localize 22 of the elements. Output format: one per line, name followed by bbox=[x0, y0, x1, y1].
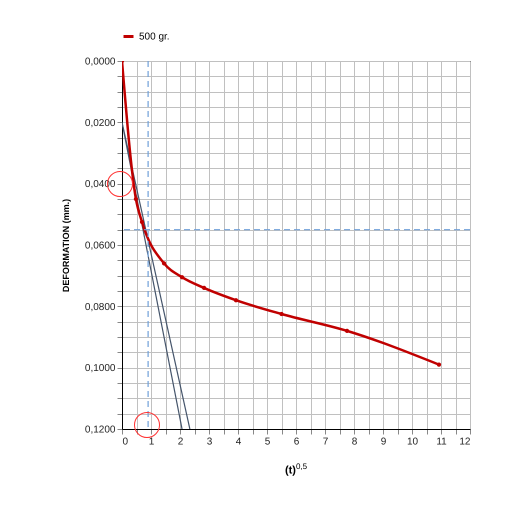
y-tick-label: 0,0600 bbox=[84, 240, 116, 252]
x-tick-label: 12 bbox=[459, 436, 471, 448]
x-tick-label: 7 bbox=[322, 436, 329, 448]
x-tick-label: 9 bbox=[380, 436, 387, 448]
x-tick-label: 2 bbox=[178, 436, 184, 448]
x-tick-label: 5 bbox=[264, 436, 271, 448]
x-axis-title: (t)$^{0,5}$ bbox=[284, 462, 308, 477]
x-tick-label: 3 bbox=[206, 436, 213, 448]
y-tick-label: 0,0800 bbox=[84, 302, 116, 313]
x-tick-label: 0 bbox=[122, 436, 128, 448]
x-tick-label: 4 bbox=[236, 436, 242, 448]
x-tick-label: 6 bbox=[294, 436, 300, 448]
legend-label: 500 gr. bbox=[139, 32, 170, 42]
x-tick-label: 8 bbox=[352, 436, 358, 448]
x-tick-label: 1 bbox=[148, 436, 155, 448]
x-tick-label: 11 bbox=[436, 436, 448, 448]
x-tick-label: 10 bbox=[406, 436, 418, 448]
y-tick-label: 0,0000 bbox=[84, 56, 116, 68]
y-axis-title: DEFORMATION (mm.) bbox=[60, 198, 71, 292]
y-tick-label: 0,1000 bbox=[84, 363, 116, 374]
y-tick-label: 0,0200 bbox=[84, 118, 116, 129]
y-tick-label: 0,1200 bbox=[84, 424, 116, 436]
